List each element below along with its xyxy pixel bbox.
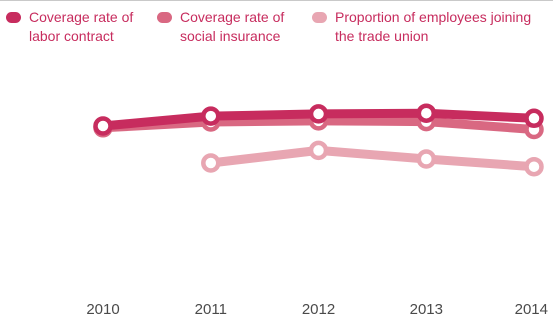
legend-label-trade-union: Proportion of employees joining the trad… [335, 9, 532, 44]
x-tick-label-2012: 2012 [302, 301, 335, 318]
x-tick-label-2013: 2013 [410, 301, 443, 318]
x-tick-label-2010: 2010 [86, 301, 119, 318]
series-3-line [206, 145, 539, 172]
legend-item-labor-contract: Coverage rate of labor contract [6, 8, 166, 46]
x-axis-tick-labels: 2010 2011 2012 2013 2014 [86, 301, 548, 318]
series-1-point-2014 [524, 108, 544, 129]
legend-swatch-social-insurance [157, 12, 172, 23]
legend-swatch-trade-union [312, 12, 327, 23]
x-tick-label-2011: 2011 [195, 301, 227, 318]
series-1-point-2013 [416, 103, 437, 123]
series-1-point-2011 [201, 106, 221, 126]
series-3-point-2014 [524, 156, 544, 177]
legend-swatch-labor-contract [6, 12, 21, 23]
series-3 [201, 140, 544, 177]
series-3-point-2011 [201, 153, 221, 173]
series-1-point-2010 [93, 116, 113, 136]
series-1 [93, 103, 544, 136]
legend-label-labor-contract: Coverage rate of labor contract [29, 9, 134, 44]
legend-label-social-insurance: Coverage rate of social insurance [180, 9, 285, 44]
series-3-point-2013 [416, 149, 437, 169]
legend-item-social-insurance: Coverage rate of social insurance [157, 8, 307, 46]
legend-item-trade-union: Proportion of employees joining the trad… [312, 8, 548, 46]
series-1-point-2012 [308, 104, 329, 124]
legend: Coverage rate of labor contract Coverage… [0, 8, 553, 58]
series-3-point-2012 [308, 140, 329, 161]
series-layer [93, 103, 544, 177]
x-tick-label-2014: 2014 [515, 301, 548, 318]
top-divider [0, 0, 553, 1]
